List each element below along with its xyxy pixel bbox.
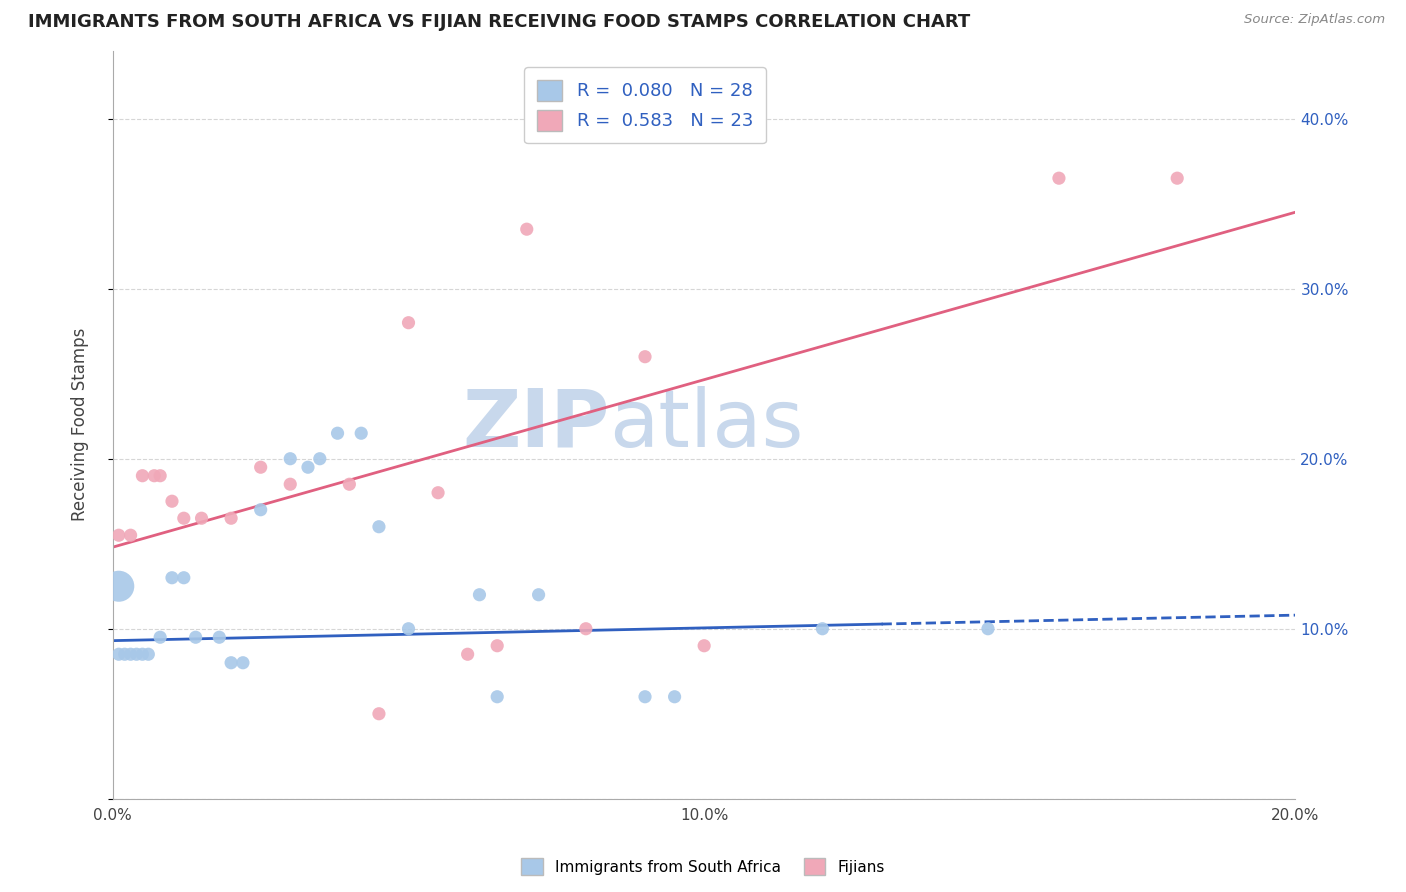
Point: [120, 647, 142, 661]
Point: [398, 316, 420, 330]
Point: [486, 690, 509, 704]
Legend: Immigrants from South Africa, Fijians: Immigrants from South Africa, Fijians: [516, 853, 890, 880]
Point: [527, 588, 550, 602]
Text: ZIP: ZIP: [463, 385, 610, 464]
Point: [173, 571, 195, 585]
Text: Source: ZipAtlas.com: Source: ZipAtlas.com: [1244, 13, 1385, 27]
Point: [326, 426, 349, 441]
Point: [131, 647, 153, 661]
Text: atlas: atlas: [610, 385, 804, 464]
Point: [232, 656, 254, 670]
Point: [486, 639, 509, 653]
Point: [125, 647, 148, 661]
Point: [131, 468, 153, 483]
Point: [219, 656, 242, 670]
Point: [368, 706, 391, 721]
Point: [1047, 171, 1070, 186]
Point: [136, 647, 159, 661]
Point: [468, 588, 491, 602]
Y-axis label: Receiving Food Stamps: Receiving Food Stamps: [72, 328, 89, 522]
Point: [368, 520, 391, 534]
Point: [219, 511, 242, 525]
Point: [249, 460, 271, 475]
Text: IMMIGRANTS FROM SOUTH AFRICA VS FIJIAN RECEIVING FOOD STAMPS CORRELATION CHART: IMMIGRANTS FROM SOUTH AFRICA VS FIJIAN R…: [28, 13, 970, 31]
Point: [1166, 171, 1188, 186]
Point: [693, 639, 716, 653]
Legend: R =  0.080   N = 28, R =  0.583   N = 23: R = 0.080 N = 28, R = 0.583 N = 23: [524, 67, 766, 144]
Point: [977, 622, 1000, 636]
Point: [184, 630, 207, 644]
Point: [398, 622, 420, 636]
Point: [107, 528, 129, 542]
Point: [634, 350, 657, 364]
Point: [107, 647, 129, 661]
Point: [811, 622, 834, 636]
Point: [120, 528, 142, 542]
Point: [350, 426, 373, 441]
Point: [575, 622, 598, 636]
Point: [457, 647, 479, 661]
Point: [190, 511, 212, 525]
Point: [160, 571, 183, 585]
Point: [516, 222, 538, 236]
Point: [160, 494, 183, 508]
Point: [278, 451, 301, 466]
Point: [149, 468, 172, 483]
Point: [337, 477, 360, 491]
Point: [278, 477, 301, 491]
Point: [249, 502, 271, 516]
Point: [308, 451, 330, 466]
Point: [208, 630, 231, 644]
Point: [634, 690, 657, 704]
Point: [114, 647, 136, 661]
Point: [107, 579, 129, 593]
Point: [664, 690, 686, 704]
Point: [427, 485, 450, 500]
Point: [149, 630, 172, 644]
Point: [143, 468, 166, 483]
Point: [173, 511, 195, 525]
Point: [297, 460, 319, 475]
